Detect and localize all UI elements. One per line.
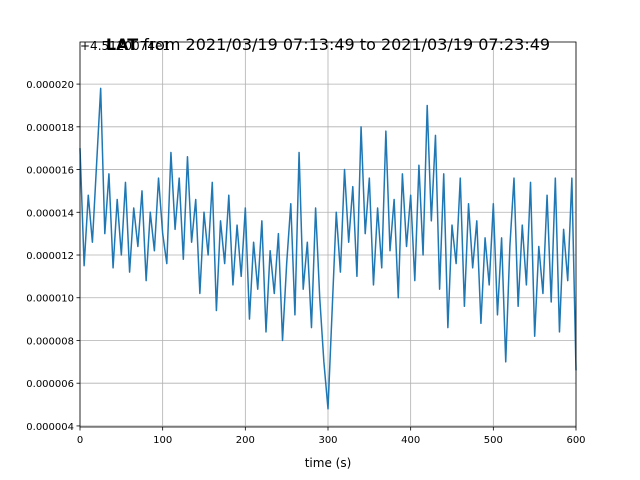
x-tick-label: 400 xyxy=(401,435,420,446)
y-tick-label: 0.000018 xyxy=(26,123,74,134)
y-tick-label: 0.000010 xyxy=(26,294,74,305)
y-tick-label: 0.000020 xyxy=(26,80,74,91)
data-line xyxy=(79,87,577,410)
x-tick-label: 200 xyxy=(236,435,255,446)
ticks: 0 100 200 300 400 500 600 0.000004 0.000006 0.000… xyxy=(26,80,585,446)
x-tick-label: 500 xyxy=(484,435,503,446)
title-text: from 2021/03/19 07:13:49 to 2021/03/19 0… xyxy=(143,35,550,54)
chart-title: LAT from 2021/03/19 07:13:49 to 2021/03/… xyxy=(106,35,550,54)
y-tick-label: 0.000016 xyxy=(26,166,74,177)
title-prefix: LAT xyxy=(106,35,138,54)
plot xyxy=(79,87,577,410)
y-tick-label: 0.000004 xyxy=(26,422,74,433)
offset-label: +4.5120074e1 xyxy=(80,39,170,53)
x-axis-label: time (s) xyxy=(305,456,352,470)
x-tick-label: 100 xyxy=(153,435,172,446)
x-tick-label: 600 xyxy=(566,435,585,446)
y-tick-label: 0.000006 xyxy=(26,379,74,390)
x-tick-label: 300 xyxy=(318,435,337,446)
y-tick-label: 0.000012 xyxy=(26,251,74,262)
y-tick-label: 0.000008 xyxy=(26,336,74,347)
y-tick-label: 0.000014 xyxy=(26,208,74,219)
x-tick-label: 0 xyxy=(77,435,83,446)
